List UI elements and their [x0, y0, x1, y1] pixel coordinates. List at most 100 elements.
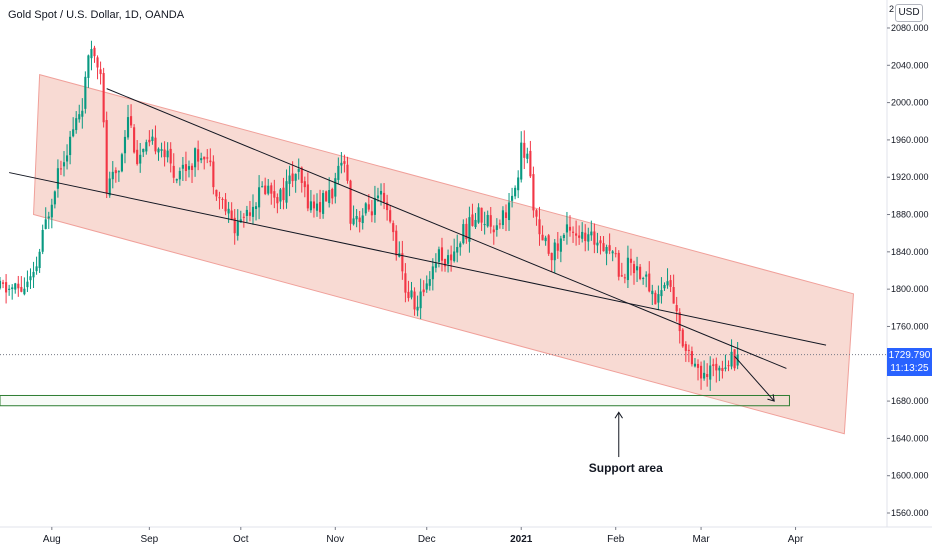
candle-body: [14, 283, 17, 290]
candle-body: [105, 120, 108, 194]
candle-body: [81, 110, 84, 117]
candle-body: [331, 188, 334, 199]
candle-body: [227, 208, 230, 214]
bar-countdown: 11:13:25: [890, 362, 929, 374]
candle-body: [187, 166, 191, 170]
candle-body: [373, 198, 376, 215]
candle-body: [642, 278, 645, 280]
currency-button[interactable]: USD: [895, 4, 923, 22]
candle-body: [151, 136, 154, 141]
candle-body: [407, 291, 410, 299]
candle-body: [139, 154, 142, 164]
candle-body: [190, 165, 194, 171]
candle-body: [477, 207, 480, 223]
symbol-title[interactable]: Gold Spot / U.S. Dollar, 1D, OANDA: [8, 9, 185, 21]
candle-body: [635, 266, 639, 271]
candle-body: [669, 280, 672, 287]
candle-body: [565, 224, 569, 233]
candle-body: [718, 367, 721, 371]
candle-body: [364, 203, 367, 214]
current-price-label: 1729.790 11:13:25: [887, 347, 932, 376]
candle-body: [629, 258, 633, 263]
candle-body: [291, 173, 294, 182]
candle-body: [358, 217, 361, 223]
price-tick-label: 1640.000: [891, 433, 929, 443]
candle-body: [462, 224, 465, 244]
candle-body: [699, 365, 703, 379]
candle-body: [133, 127, 136, 153]
candle-body: [562, 234, 565, 239]
candle-body: [69, 136, 72, 156]
candle-body: [282, 187, 285, 201]
time-tick-label: Dec: [418, 534, 436, 545]
trendline-upper-descending[interactable]: [106, 88, 787, 369]
candle-body: [401, 253, 404, 272]
candle-body: [160, 149, 163, 151]
time-tick-label: Aug: [43, 534, 61, 545]
candle-body: [233, 217, 236, 234]
candle-body: [130, 116, 133, 126]
candle-body: [53, 191, 56, 205]
candle-body: [651, 290, 654, 295]
trendlines-layer[interactable]: [0, 88, 887, 458]
support-area-annotation[interactable]: Support area: [588, 461, 663, 476]
candle-body: [264, 185, 267, 195]
candle-body: [254, 206, 258, 209]
candle-body: [416, 306, 419, 311]
candle-body: [355, 216, 358, 220]
candle-body: [221, 198, 224, 200]
candle-body: [322, 193, 325, 214]
candle-body: [712, 364, 715, 367]
candle-body: [20, 286, 23, 292]
candle-body: [672, 287, 675, 304]
parallel-channel[interactable]: [33, 73, 854, 435]
candle-body: [453, 251, 456, 262]
price-tick-label: 1680.000: [891, 396, 929, 406]
candle-body: [17, 283, 20, 289]
candle-body: [248, 212, 252, 216]
candle-body: [608, 245, 611, 251]
candle-body: [440, 247, 444, 261]
candle-body: [276, 197, 279, 204]
candle-body: [87, 55, 90, 78]
candle-body: [200, 158, 203, 161]
candle-body: [425, 283, 428, 290]
candle-body: [26, 281, 29, 288]
candle-body: [306, 184, 309, 209]
candle-body: [486, 214, 489, 227]
projection-arrow[interactable]: [734, 355, 775, 402]
candle-body: [666, 281, 669, 286]
candle-body: [154, 137, 157, 152]
candle-body: [111, 171, 114, 180]
candle-body: [59, 168, 63, 170]
support-zone-rect[interactable]: [0, 394, 790, 407]
candle-body: [459, 243, 462, 248]
candle-body: [434, 263, 437, 268]
candle-body: [273, 191, 276, 198]
trendline-long-descending[interactable]: [9, 172, 827, 346]
candle-body: [529, 150, 532, 177]
candle-body: [611, 251, 614, 254]
candle-body: [218, 197, 221, 199]
candle-body: [279, 189, 282, 202]
candle-body: [99, 69, 102, 75]
candle-body: [136, 149, 139, 165]
support-zone-layer[interactable]: [0, 394, 790, 407]
current-price-value: 1729.790: [888, 349, 931, 361]
candle-body: [620, 275, 623, 277]
candle-body: [224, 199, 227, 212]
candle-body: [184, 164, 188, 172]
candle-body: [230, 210, 233, 221]
candle-body: [44, 219, 47, 229]
candle-body: [443, 258, 447, 267]
candle-body: [1, 282, 5, 284]
descending-channel-layer[interactable]: [33, 73, 854, 435]
candle-body: [520, 142, 523, 180]
candle-body: [148, 139, 151, 143]
candle-body: [550, 252, 553, 261]
candle-body: [251, 206, 255, 217]
candle-body: [584, 232, 587, 242]
price-tick-label: 1920.000: [891, 172, 929, 182]
candle-body: [568, 226, 572, 231]
